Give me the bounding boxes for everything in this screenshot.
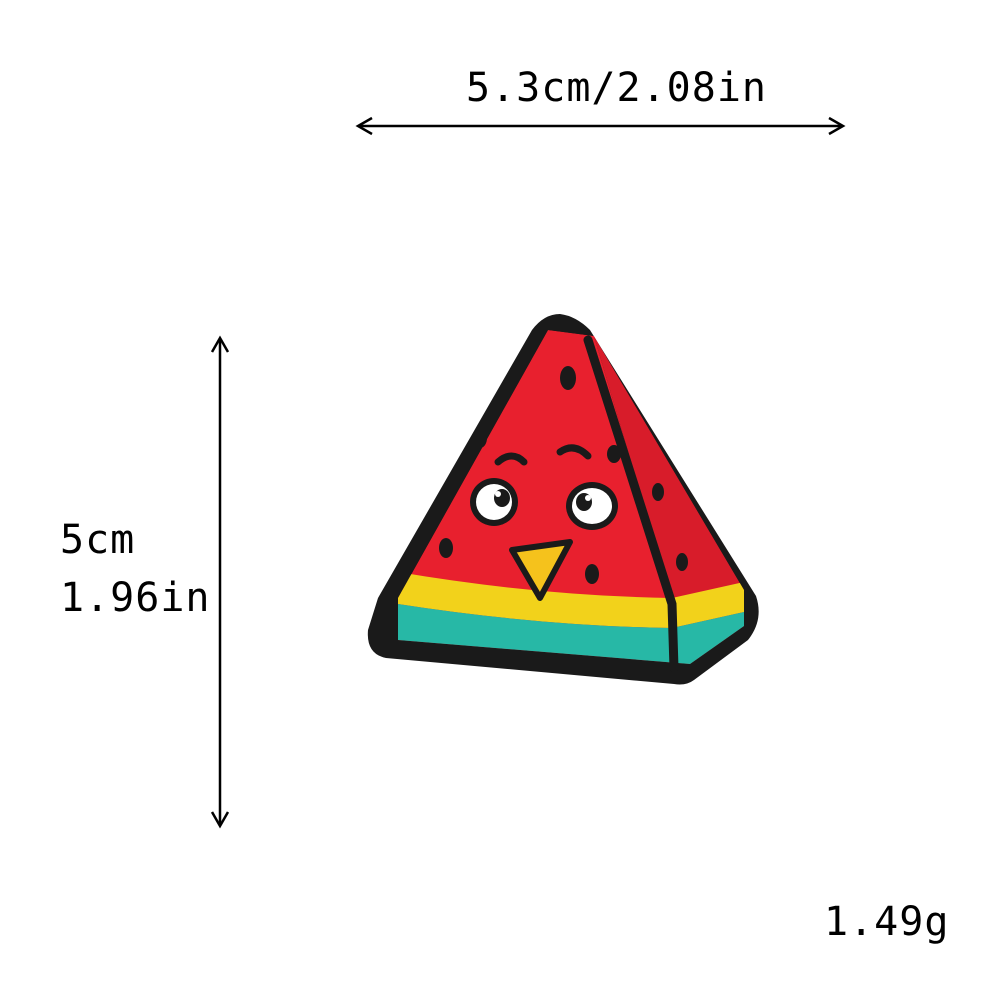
height-arrow	[210, 335, 230, 829]
seeds	[439, 366, 688, 584]
side-flesh	[594, 336, 744, 664]
eyebrows	[494, 444, 592, 466]
height-dimension-in-label: 1.96in	[60, 575, 211, 621]
rind-yellow-front	[398, 572, 672, 628]
watermelon-slice-patch-icon	[367, 314, 759, 685]
width-dimension-label: 5.3cm/2.08in	[466, 65, 767, 111]
width-arrow	[355, 116, 846, 136]
beak	[509, 539, 573, 601]
height-dimension-cm-label: 5cm	[60, 517, 136, 563]
fold-line	[583, 335, 679, 673]
rind-yellow-side	[672, 582, 744, 628]
weight-label: 1.49g	[824, 899, 950, 945]
eyes	[470, 478, 618, 530]
